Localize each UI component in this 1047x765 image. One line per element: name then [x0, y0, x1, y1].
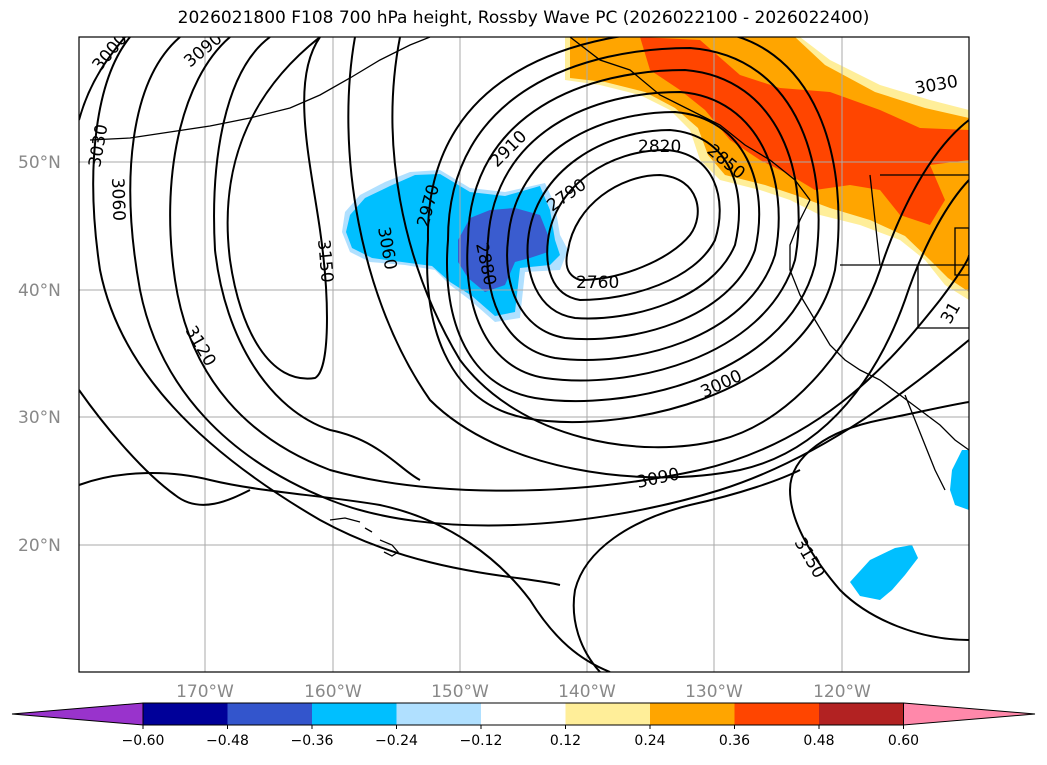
lat-label: 30°N	[18, 408, 61, 428]
colorbar-segment	[565, 703, 650, 725]
colorbar-tick-label: −0.36	[291, 733, 334, 749]
colorbar-extend-high	[903, 702, 1036, 726]
negative-anomaly-south	[850, 545, 918, 600]
colorbar-tick-label: −0.60	[122, 733, 165, 749]
lon-label: 140°W	[558, 682, 616, 702]
lat-label: 20°N	[18, 536, 61, 556]
colorbar-segment	[481, 703, 566, 725]
lat-label: 50°N	[18, 153, 61, 173]
negative-anomaly-east	[950, 450, 969, 510]
longitude-labels: 170°W 160°W 150°W 140°W 130°W 120°W	[176, 682, 871, 702]
svg-text:3150: 3150	[313, 239, 337, 284]
gridlines	[79, 37, 969, 672]
colorbar-segment	[312, 703, 397, 725]
colorbar-tick-label: −0.48	[206, 733, 249, 749]
positive-anomaly-red	[640, 37, 969, 225]
colorbar-tick-label: 0.48	[803, 733, 834, 749]
lon-label: 160°W	[304, 682, 362, 702]
height-contours	[79, 37, 969, 672]
svg-text:2820: 2820	[638, 137, 681, 157]
lon-label: 130°W	[685, 682, 743, 702]
lon-label: 150°W	[431, 682, 489, 702]
colorbar-segment	[734, 703, 819, 725]
svg-text:3060: 3060	[107, 177, 128, 221]
colorbar-segment	[227, 703, 312, 725]
lon-label: 120°W	[813, 682, 871, 702]
map-border	[78, 36, 970, 673]
colorbar-extend-low	[11, 702, 144, 726]
lat-label: 40°N	[18, 281, 61, 301]
colorbar-segment	[396, 703, 481, 725]
colorbar-tick-label: 0.36	[719, 733, 750, 749]
colorbar: −0.60 −0.48 −0.36 −0.24 −0.12 0.12 0.24 0.36 0.4…	[11, 702, 1036, 749]
map-content: 3000 3090 3030 3060 3150 3120 3060 2970 …	[79, 37, 969, 672]
coastlines	[89, 37, 969, 557]
lon-label: 170°W	[176, 682, 234, 702]
negative-anomaly-dark	[458, 208, 548, 292]
latitude-labels: 50°N 40°N 30°N 20°N	[18, 153, 61, 556]
colorbar-outline	[142, 702, 904, 726]
colorbar-segment	[650, 703, 735, 725]
chart-title: 2026021800 F108 700 hPa height, Rossby W…	[177, 8, 870, 28]
svg-text:2760: 2760	[576, 273, 619, 293]
colorbar-tick-label: 0.60	[888, 733, 919, 749]
colorbar-tick-label: 0.12	[550, 733, 581, 749]
colorbar-segment	[819, 703, 904, 725]
colorbar-tick-label: −0.24	[375, 733, 418, 749]
colorbar-tick-label: 0.24	[634, 733, 665, 749]
colorbar-segment	[143, 703, 228, 725]
colorbar-tick-label: −0.12	[460, 733, 503, 749]
